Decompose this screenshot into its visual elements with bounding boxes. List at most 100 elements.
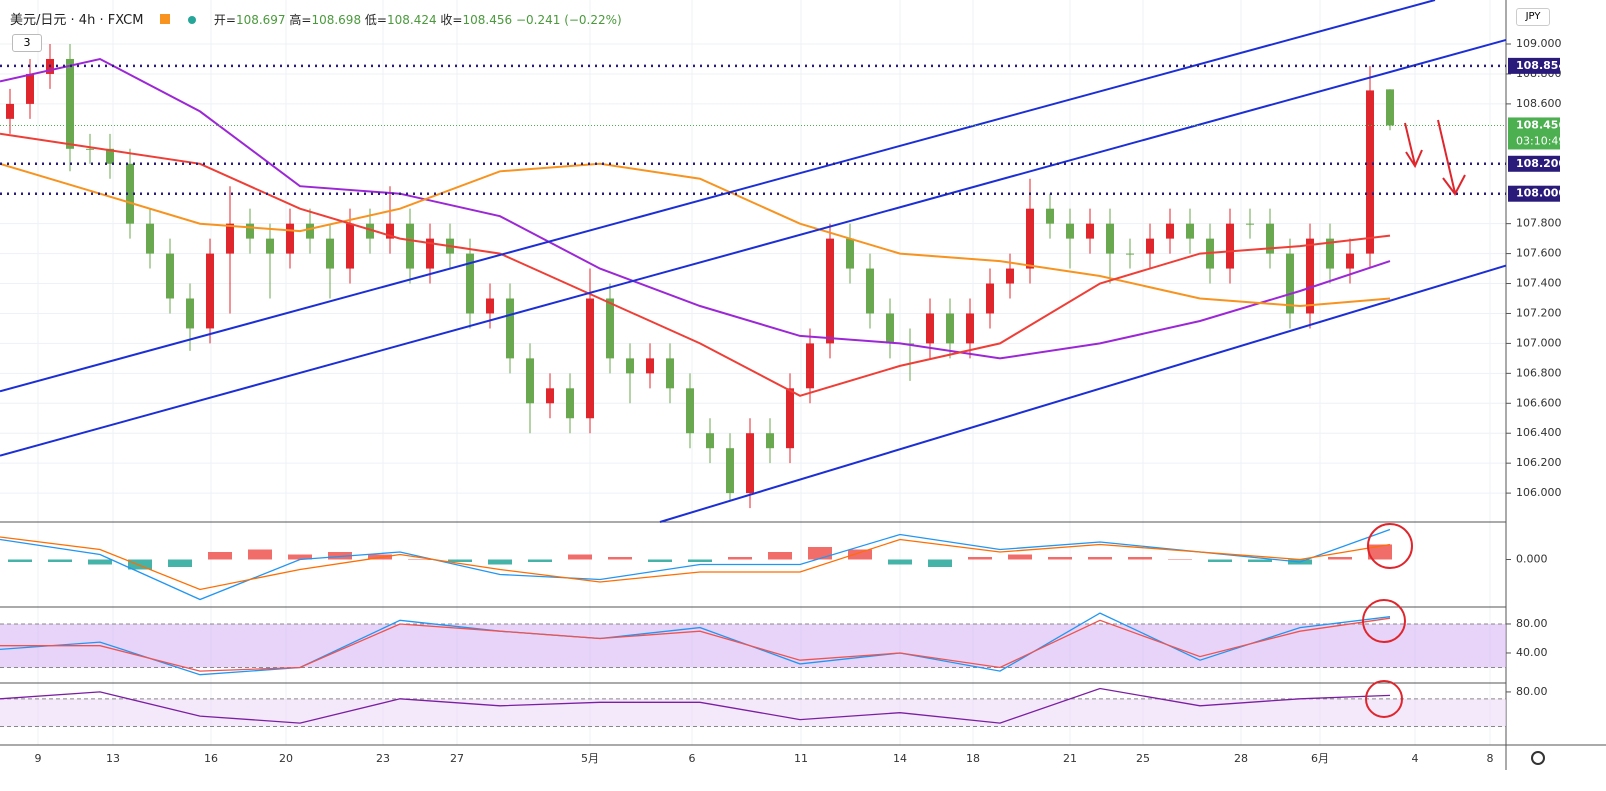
count: 3 <box>23 36 31 49</box>
candle-body <box>1186 223 1194 239</box>
band <box>0 698 1506 727</box>
candle-body <box>686 388 694 434</box>
x-tick-label: 20 <box>279 752 293 765</box>
candle-body <box>246 223 254 239</box>
candle-body <box>706 433 714 449</box>
histogram-bar <box>648 559 672 562</box>
trendline <box>0 0 1436 393</box>
indicator-line <box>0 132 1391 397</box>
histogram-bar <box>1128 557 1152 560</box>
histogram-bar <box>128 559 152 570</box>
candle-body <box>586 298 594 419</box>
histogram-bar <box>888 559 912 565</box>
flag-icon <box>159 14 170 24</box>
low: 108.424 <box>386 13 437 27</box>
candle-body <box>146 223 154 254</box>
forecast-arrows <box>1404 119 1466 196</box>
histogram-bar <box>768 552 792 560</box>
candle-body <box>1166 223 1174 239</box>
candle-body <box>426 238 434 269</box>
histogram-bar <box>1008 554 1032 560</box>
candle-body <box>106 148 114 164</box>
candle-body <box>726 448 734 494</box>
x-tick-label: 11 <box>794 752 808 765</box>
arrow <box>1404 122 1423 169</box>
countdown: 03:10:49 <box>1516 134 1565 147</box>
gear[interactable] <box>1531 751 1545 765</box>
trendline <box>0 39 1507 457</box>
candle-body <box>926 313 934 344</box>
histogram-bar <box>328 552 352 560</box>
histogram-bar <box>688 559 712 562</box>
candle-body <box>406 223 414 269</box>
candle-body <box>1026 208 1034 269</box>
last-price-label: 108.456 <box>1516 118 1566 131</box>
x-tick-label: 25 <box>1136 752 1150 765</box>
label: 高= <box>289 13 312 27</box>
x-tick-label: 6 <box>689 752 696 765</box>
y-tick-label: 106.400 <box>1516 426 1562 439</box>
x-tick-label: 18 <box>966 752 980 765</box>
candle-body <box>6 103 14 119</box>
y-tick-label: 106.600 <box>1516 396 1562 409</box>
candle-body <box>506 298 514 359</box>
indicator-line <box>0 617 1391 672</box>
candle-body <box>1246 223 1254 225</box>
histogram-bar <box>1328 557 1352 560</box>
candle-body <box>566 388 574 419</box>
y-tick-label: 109.000 <box>1516 37 1562 50</box>
open: 108.697 <box>235 13 286 27</box>
marks: 106.000 106.200 106.400 106.600 106.800 107.0… <box>0 0 1566 765</box>
y-tick-label: 80.00 <box>1516 617 1548 630</box>
candle-body <box>1386 89 1394 126</box>
candle-body <box>666 358 674 389</box>
candle-body <box>766 433 774 449</box>
currency[interactable]: JPY <box>1516 8 1550 26</box>
x-tick-label: 14 <box>893 752 907 765</box>
y-tick-label: 80.00 <box>1516 685 1548 698</box>
candle-body <box>866 268 874 314</box>
histogram-bar <box>1088 557 1112 560</box>
candle-body <box>986 283 994 314</box>
x-tick-label: 21 <box>1063 752 1077 765</box>
candle-body <box>126 163 134 224</box>
y-tick-label: 0.000 <box>1516 553 1548 566</box>
candle-body <box>646 358 654 374</box>
x-tick-label: 8 <box>1487 752 1494 765</box>
y-tick-label: 106.200 <box>1516 456 1562 469</box>
candle-body <box>1366 90 1374 254</box>
status-dot <box>187 16 196 24</box>
histogram-bar <box>1368 544 1392 560</box>
circle <box>1362 599 1406 643</box>
candle-body <box>186 298 194 329</box>
y-tick-label: 107.800 <box>1516 217 1562 230</box>
x-tick-label: 28 <box>1234 752 1248 765</box>
x-tick-label: 6月 <box>1311 752 1329 765</box>
candle-body <box>286 223 294 254</box>
band <box>0 623 1506 668</box>
candle-body <box>746 433 754 494</box>
candle-body <box>386 223 394 239</box>
candle-body <box>346 223 354 269</box>
candle-body <box>1266 223 1274 254</box>
change: −0.241 <box>515 13 561 27</box>
x-tick-label: 23 <box>376 752 390 765</box>
histogram-bar <box>168 559 192 567</box>
histogram-bar <box>808 547 832 560</box>
candle-body <box>786 388 794 449</box>
candle-body <box>326 238 334 269</box>
level-label: 108.000 <box>1516 187 1566 200</box>
candle-body <box>1086 223 1094 239</box>
histogram-bar <box>728 557 752 560</box>
collapse-button[interactable]: 3 <box>12 34 42 52</box>
x-tick-label: 5月 <box>581 752 599 765</box>
histogram-bar <box>288 554 312 560</box>
indicator-line <box>0 162 1391 308</box>
indicator-line <box>0 536 1391 591</box>
x-tick-label: 27 <box>450 752 464 765</box>
candle-body <box>1326 238 1334 269</box>
circle <box>1365 680 1403 718</box>
candle-body <box>1066 223 1074 239</box>
histogram-bar <box>488 559 512 565</box>
settings-icon[interactable] <box>1531 751 1545 765</box>
